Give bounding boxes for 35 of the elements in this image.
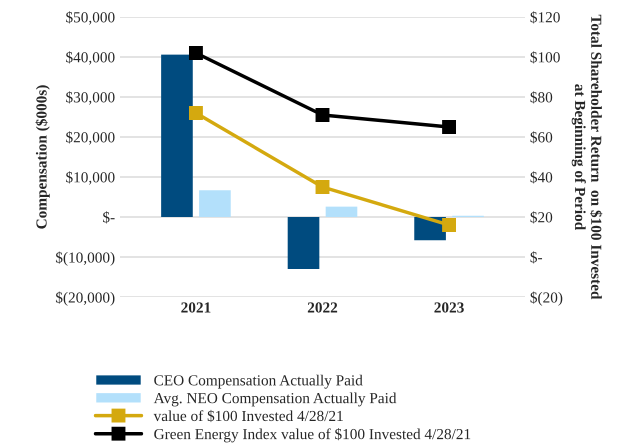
bar (161, 54, 193, 217)
y2-axis-title: Total Shareholder Return on $100 Invested at Beginning of Period (572, 14, 602, 300)
legend-label: Green Energy Index value of $100 Invested 4/28/21 (154, 428, 470, 442)
point (316, 108, 330, 122)
y2-tick-label: $100 (530, 51, 560, 64)
y2-tick-label: $(20) (530, 291, 562, 306)
point (188, 46, 203, 60)
point (316, 180, 330, 194)
y-tick-label: $(20,000) (56, 291, 114, 306)
legend-label: CEO Compensation Actually Paid (154, 374, 363, 389)
y-tick-label: $30,000 (66, 91, 115, 105)
point (442, 120, 456, 134)
bar (326, 206, 358, 217)
point (188, 106, 203, 120)
y-tick-label: $10,000 (66, 171, 115, 185)
y-tick-label: $(10,000) (56, 251, 114, 266)
x-tick-label: 2022 (308, 302, 338, 313)
legend-label: value of $100 Invested 4/28/21 (154, 410, 343, 422)
y-tick-label: $20,000 (66, 131, 115, 145)
bar (199, 190, 231, 217)
y2-tick-label: $80 (530, 91, 552, 104)
x-tick-label: 2023 (434, 302, 464, 313)
y2-tick-label: $20 (530, 211, 552, 224)
y2-tick-label: $- (530, 251, 542, 264)
y2-tick-label: $40 (530, 171, 552, 184)
y2-tick-label: $120 (530, 11, 560, 24)
y-tick-label: $- (103, 211, 115, 224)
y-axis-title: Compensation ($000s) (35, 85, 50, 229)
x-tick-label: 2021 (181, 302, 210, 313)
legend-label: Avg. NEO Compensation Actually Paid (154, 392, 396, 406)
point (442, 218, 456, 232)
y-tick-label: $50,000 (66, 11, 115, 25)
bar (288, 217, 320, 269)
y-tick-label: $40,000 (66, 51, 115, 65)
y2-tick-label: $60 (530, 131, 552, 144)
